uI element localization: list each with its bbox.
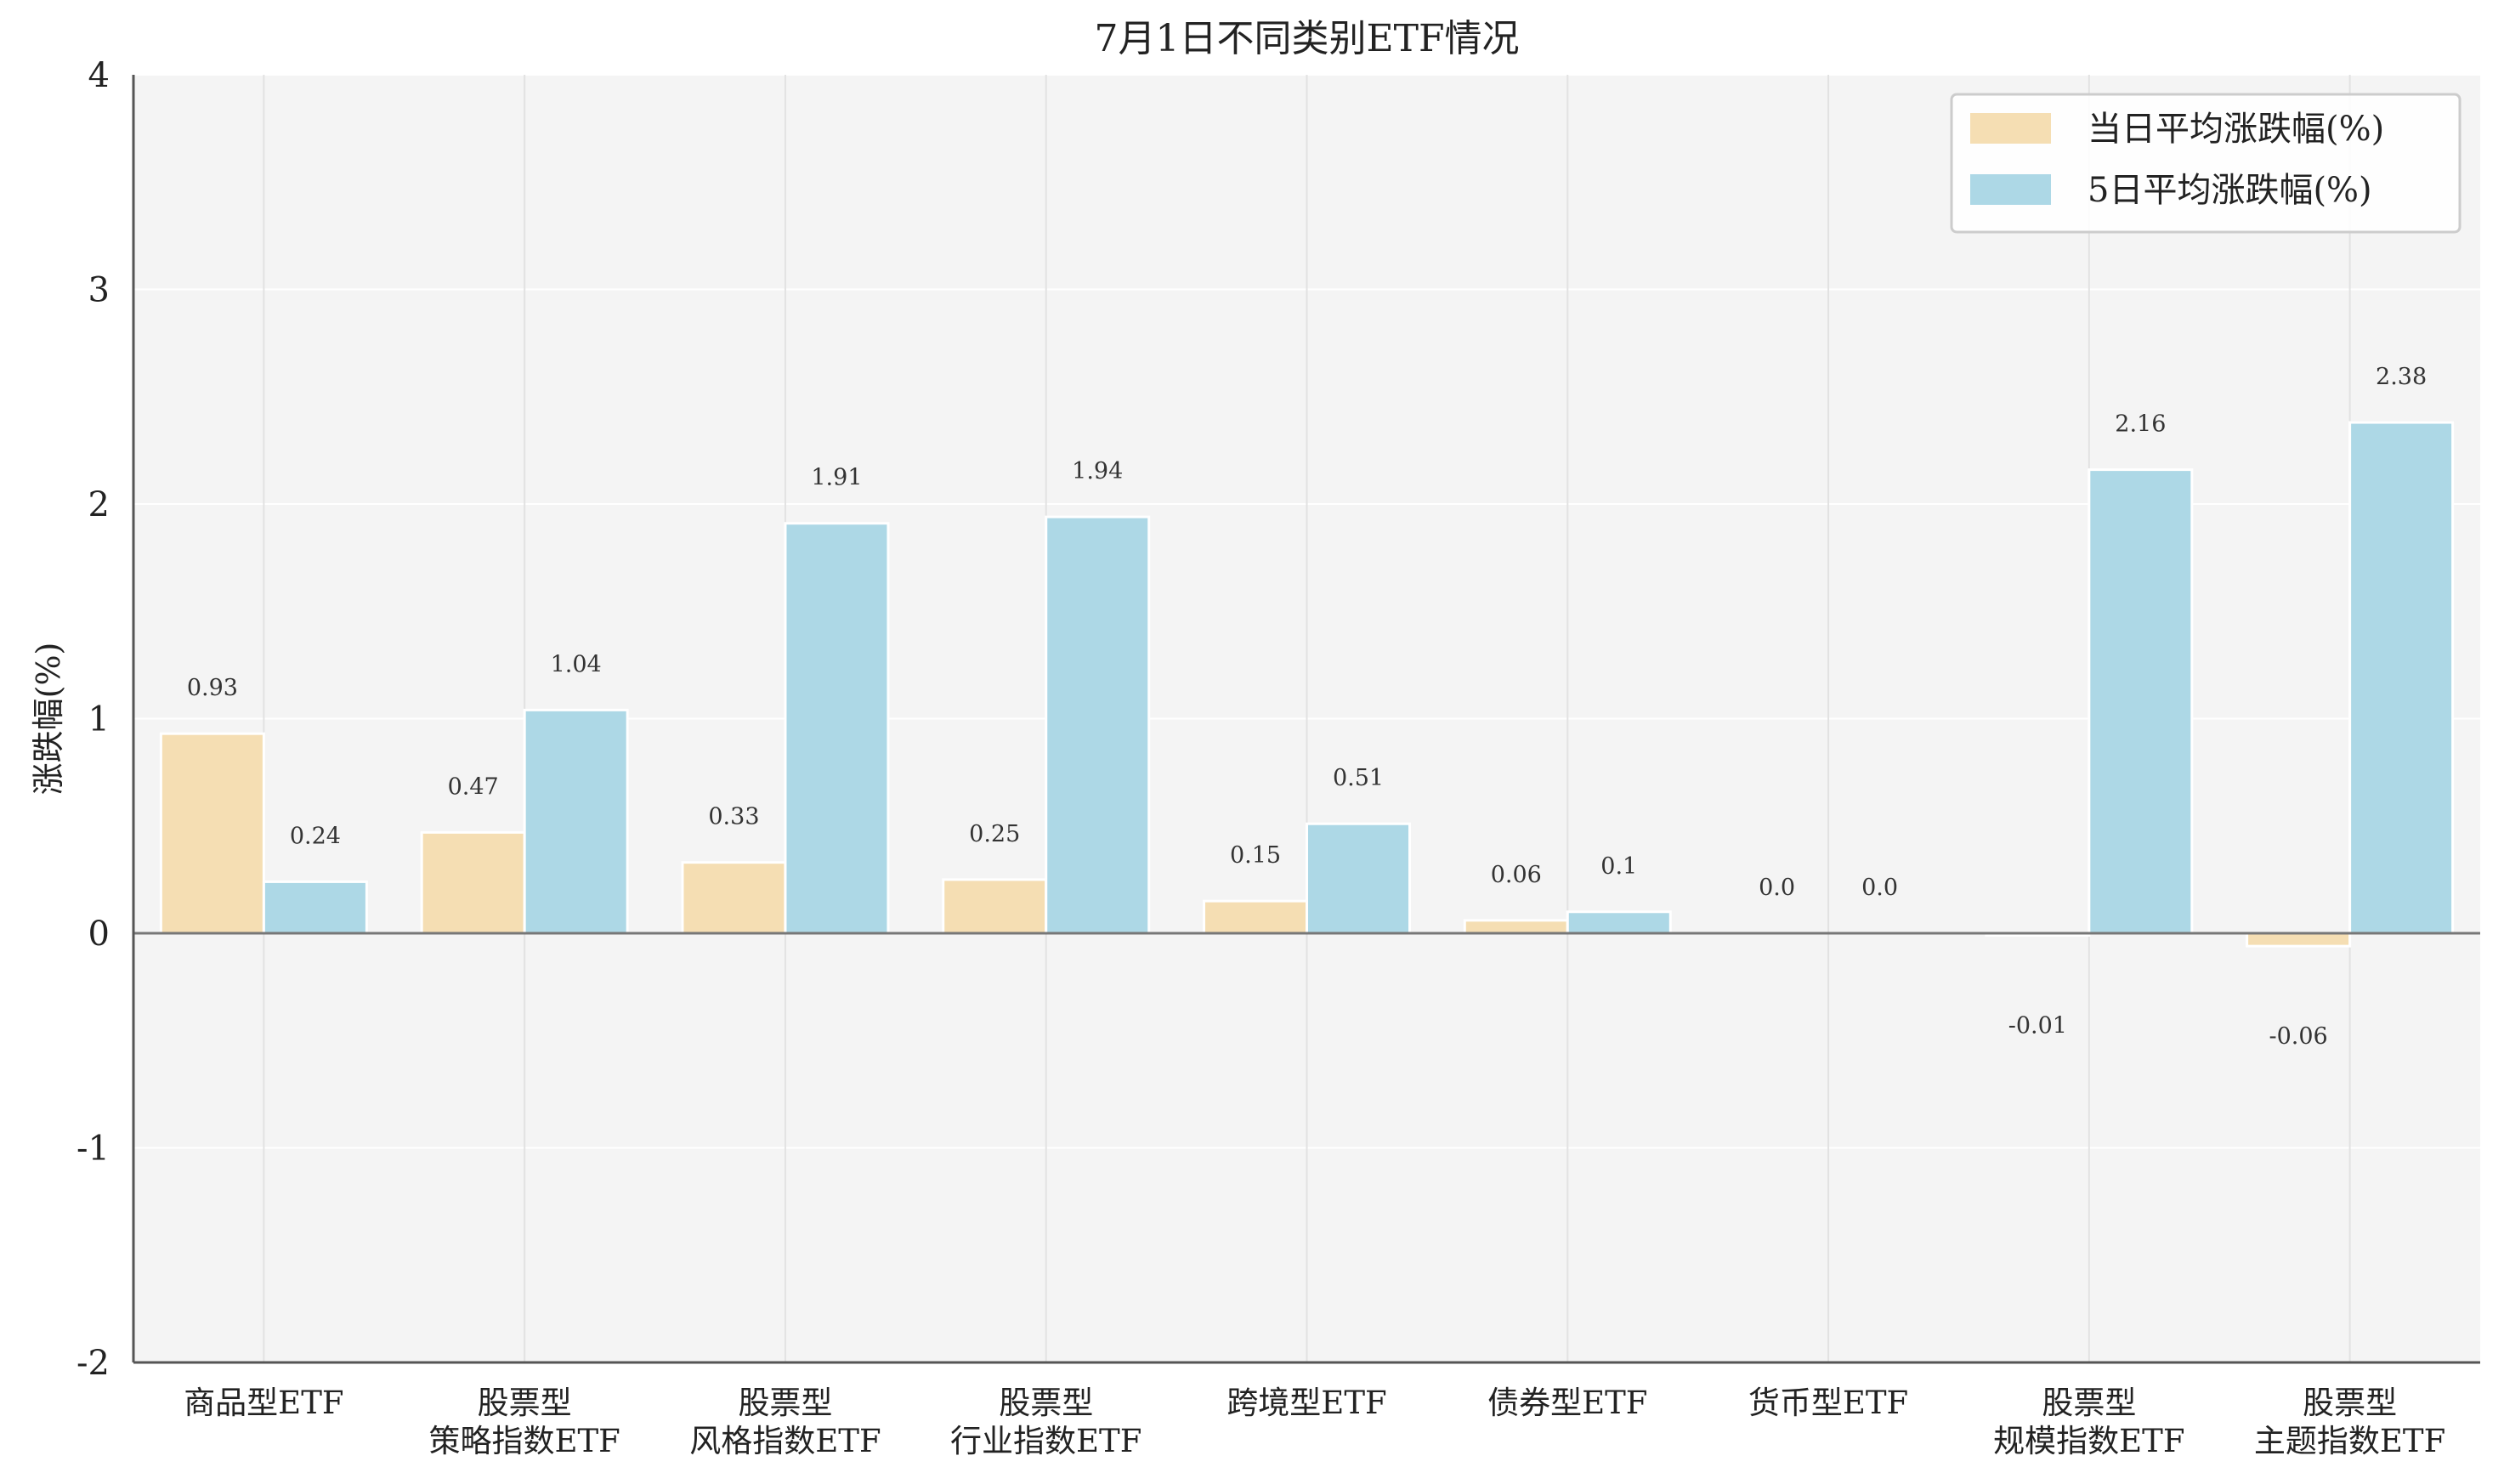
x-tick-label: 股票型: [738, 1385, 832, 1421]
data-label: 0.24: [290, 823, 341, 849]
y-tick-label: 2: [88, 485, 110, 524]
y-axis-label: 涨跌幅(%): [30, 643, 67, 796]
x-tick-label: 货币型ETF: [1748, 1385, 1908, 1421]
data-label: 0.0: [1759, 875, 1795, 901]
data-label: 0.15: [1230, 842, 1281, 869]
data-label: 2.16: [2115, 411, 2166, 438]
data-label: 1.94: [1072, 458, 1123, 484]
y-tick-label: -1: [76, 1130, 110, 1169]
bar-5day-change: [1045, 515, 1151, 935]
bar-daily-change: [681, 861, 787, 935]
y-tick-label: 3: [88, 271, 110, 310]
data-label: 0.06: [1491, 862, 1542, 888]
legend-label: 5日平均涨跌幅(%): [2088, 171, 2372, 210]
data-label: 0.1: [1600, 853, 1637, 880]
legend-label: 当日平均涨跌幅(%): [2088, 110, 2384, 149]
data-label: -0.01: [2008, 1013, 2067, 1039]
data-label: 0.93: [187, 675, 238, 701]
data-label: 1.04: [551, 651, 602, 677]
x-tick-label: 商品型ETF: [184, 1385, 343, 1421]
x-tick-label: 策略指数ETF: [428, 1423, 620, 1459]
data-label: 0.25: [969, 821, 1020, 847]
data-label: 0.33: [708, 804, 759, 830]
data-label: 0.0: [1861, 875, 1898, 901]
x-tick-label: 规模指数ETF: [1993, 1423, 2184, 1459]
legend-swatch: [1970, 174, 2051, 205]
bar-5day-change: [2088, 468, 2194, 935]
legend-swatch: [1970, 113, 2051, 144]
bar-daily-change: [159, 732, 265, 935]
x-tick-label: 股票型: [478, 1385, 572, 1421]
x-tick-label: 主题指数ETF: [2254, 1423, 2445, 1459]
data-label: 2.38: [2376, 364, 2427, 390]
y-tick-label: 0: [88, 915, 110, 954]
x-tick-label: 股票型: [2303, 1385, 2397, 1421]
data-label: 0.47: [448, 773, 499, 800]
bar-5day-change: [2348, 421, 2455, 935]
x-tick-label: 跨境型ETF: [1227, 1385, 1386, 1421]
y-tick-label: 4: [88, 56, 110, 95]
y-tick-label: -2: [76, 1344, 110, 1383]
bar-daily-change: [1463, 919, 1569, 935]
x-tick-label: 行业指数ETF: [950, 1423, 1142, 1459]
bar-daily-change: [2246, 932, 2352, 948]
x-tick-label: 股票型: [999, 1385, 1093, 1421]
bar-daily-change: [942, 878, 1048, 935]
x-tick-label: 风格指数ETF: [689, 1423, 881, 1459]
x-tick-label: 债券型ETF: [1487, 1385, 1647, 1421]
bar-daily-change: [1203, 899, 1308, 935]
bar-5day-change: [523, 708, 629, 935]
data-label: 0.51: [1333, 765, 1384, 791]
bar-5day-change: [1306, 822, 1411, 935]
y-tick-label: 1: [88, 700, 110, 739]
data-label: 1.91: [811, 465, 862, 491]
chart-title: 7月1日不同类别ETF情况: [1095, 17, 1520, 60]
legend-box: [1950, 93, 2462, 234]
bar-5day-change: [784, 522, 890, 935]
x-tick-label: 股票型: [2042, 1385, 2136, 1421]
data-label: -0.06: [2269, 1023, 2327, 1050]
bar-daily-change: [420, 830, 526, 935]
bar-5day-change: [1566, 910, 1672, 935]
bar-5day-change: [262, 880, 368, 935]
